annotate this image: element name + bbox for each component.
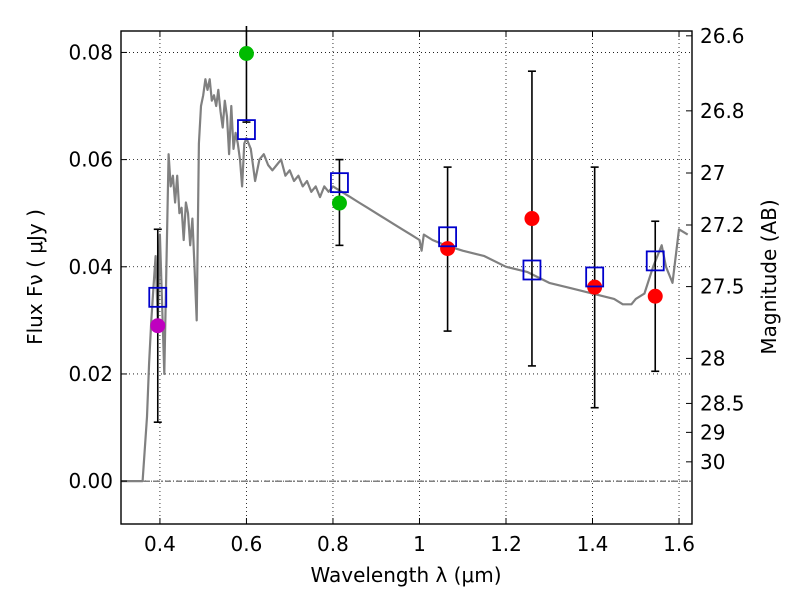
observed-points: [150, 46, 663, 334]
axes-frame: [120, 30, 693, 525]
y-tick-label: 0.02: [68, 362, 113, 386]
sed-line: [121, 78, 689, 483]
y2-ticks: 26.6 26.8 27 27.2 27.5 28 28.5 29 30: [686, 24, 745, 474]
y2-axis-label: Magnitude (AB): [757, 199, 781, 354]
model-square: [330, 172, 349, 194]
x-tick-label: 1.2: [490, 532, 522, 556]
y-tick-label: 0.04: [68, 255, 113, 279]
y-tick-label: 0.00: [68, 469, 113, 493]
y2-tick-label: 28.5: [700, 391, 745, 415]
y2-tick-label: 26.8: [700, 99, 745, 123]
model-square: [645, 250, 665, 272]
x-ticks: 0.4 0.6 0.8 1 1.2 1.4 1.6: [144, 31, 695, 556]
model-square: [522, 259, 542, 281]
plot-background: [121, 31, 692, 524]
x-tick-label: 0.4: [144, 532, 176, 556]
sed-curve: [121, 78, 689, 483]
data-point-red: [524, 211, 540, 227]
y2-tick-label: 30: [700, 450, 725, 474]
y2-tick-label: 27.5: [700, 275, 745, 299]
y2-tick-label: 28: [700, 346, 725, 370]
data-point-green: [238, 46, 254, 62]
y-axis-label: Flux Fν ( μJy ): [23, 209, 47, 345]
data-point-red: [647, 288, 663, 304]
model-square: [585, 266, 605, 288]
model-square: [148, 286, 168, 308]
x-axis-label: Wavelength λ (μm): [310, 563, 501, 587]
y-tick-label: 0.06: [68, 148, 113, 172]
y2-tick-label: 27: [700, 161, 725, 185]
x-tick-label: 0.6: [231, 532, 263, 556]
model-squares: [148, 119, 665, 308]
x-tick-label: 0.8: [317, 532, 349, 556]
x-tick-label: 1.4: [577, 532, 609, 556]
plot-frame: [120, 30, 693, 525]
y2-tick-label: 29: [700, 420, 725, 444]
model-square: [438, 226, 457, 248]
x-tick-label: 1.6: [663, 532, 695, 556]
model-square: [237, 119, 256, 140]
data-point-red: [440, 241, 456, 257]
y-ticks: 0.00 0.02 0.04 0.06 0.08: [68, 40, 127, 493]
y2-tick-label: 27.2: [700, 213, 745, 237]
y2-tick-label: 26.6: [700, 24, 745, 48]
x-tick-label: 1: [413, 532, 426, 556]
y-tick-label: 0.08: [68, 40, 113, 64]
data-point-magenta: [150, 318, 166, 334]
plot-area: [121, 31, 692, 524]
data-point-green: [331, 195, 347, 211]
